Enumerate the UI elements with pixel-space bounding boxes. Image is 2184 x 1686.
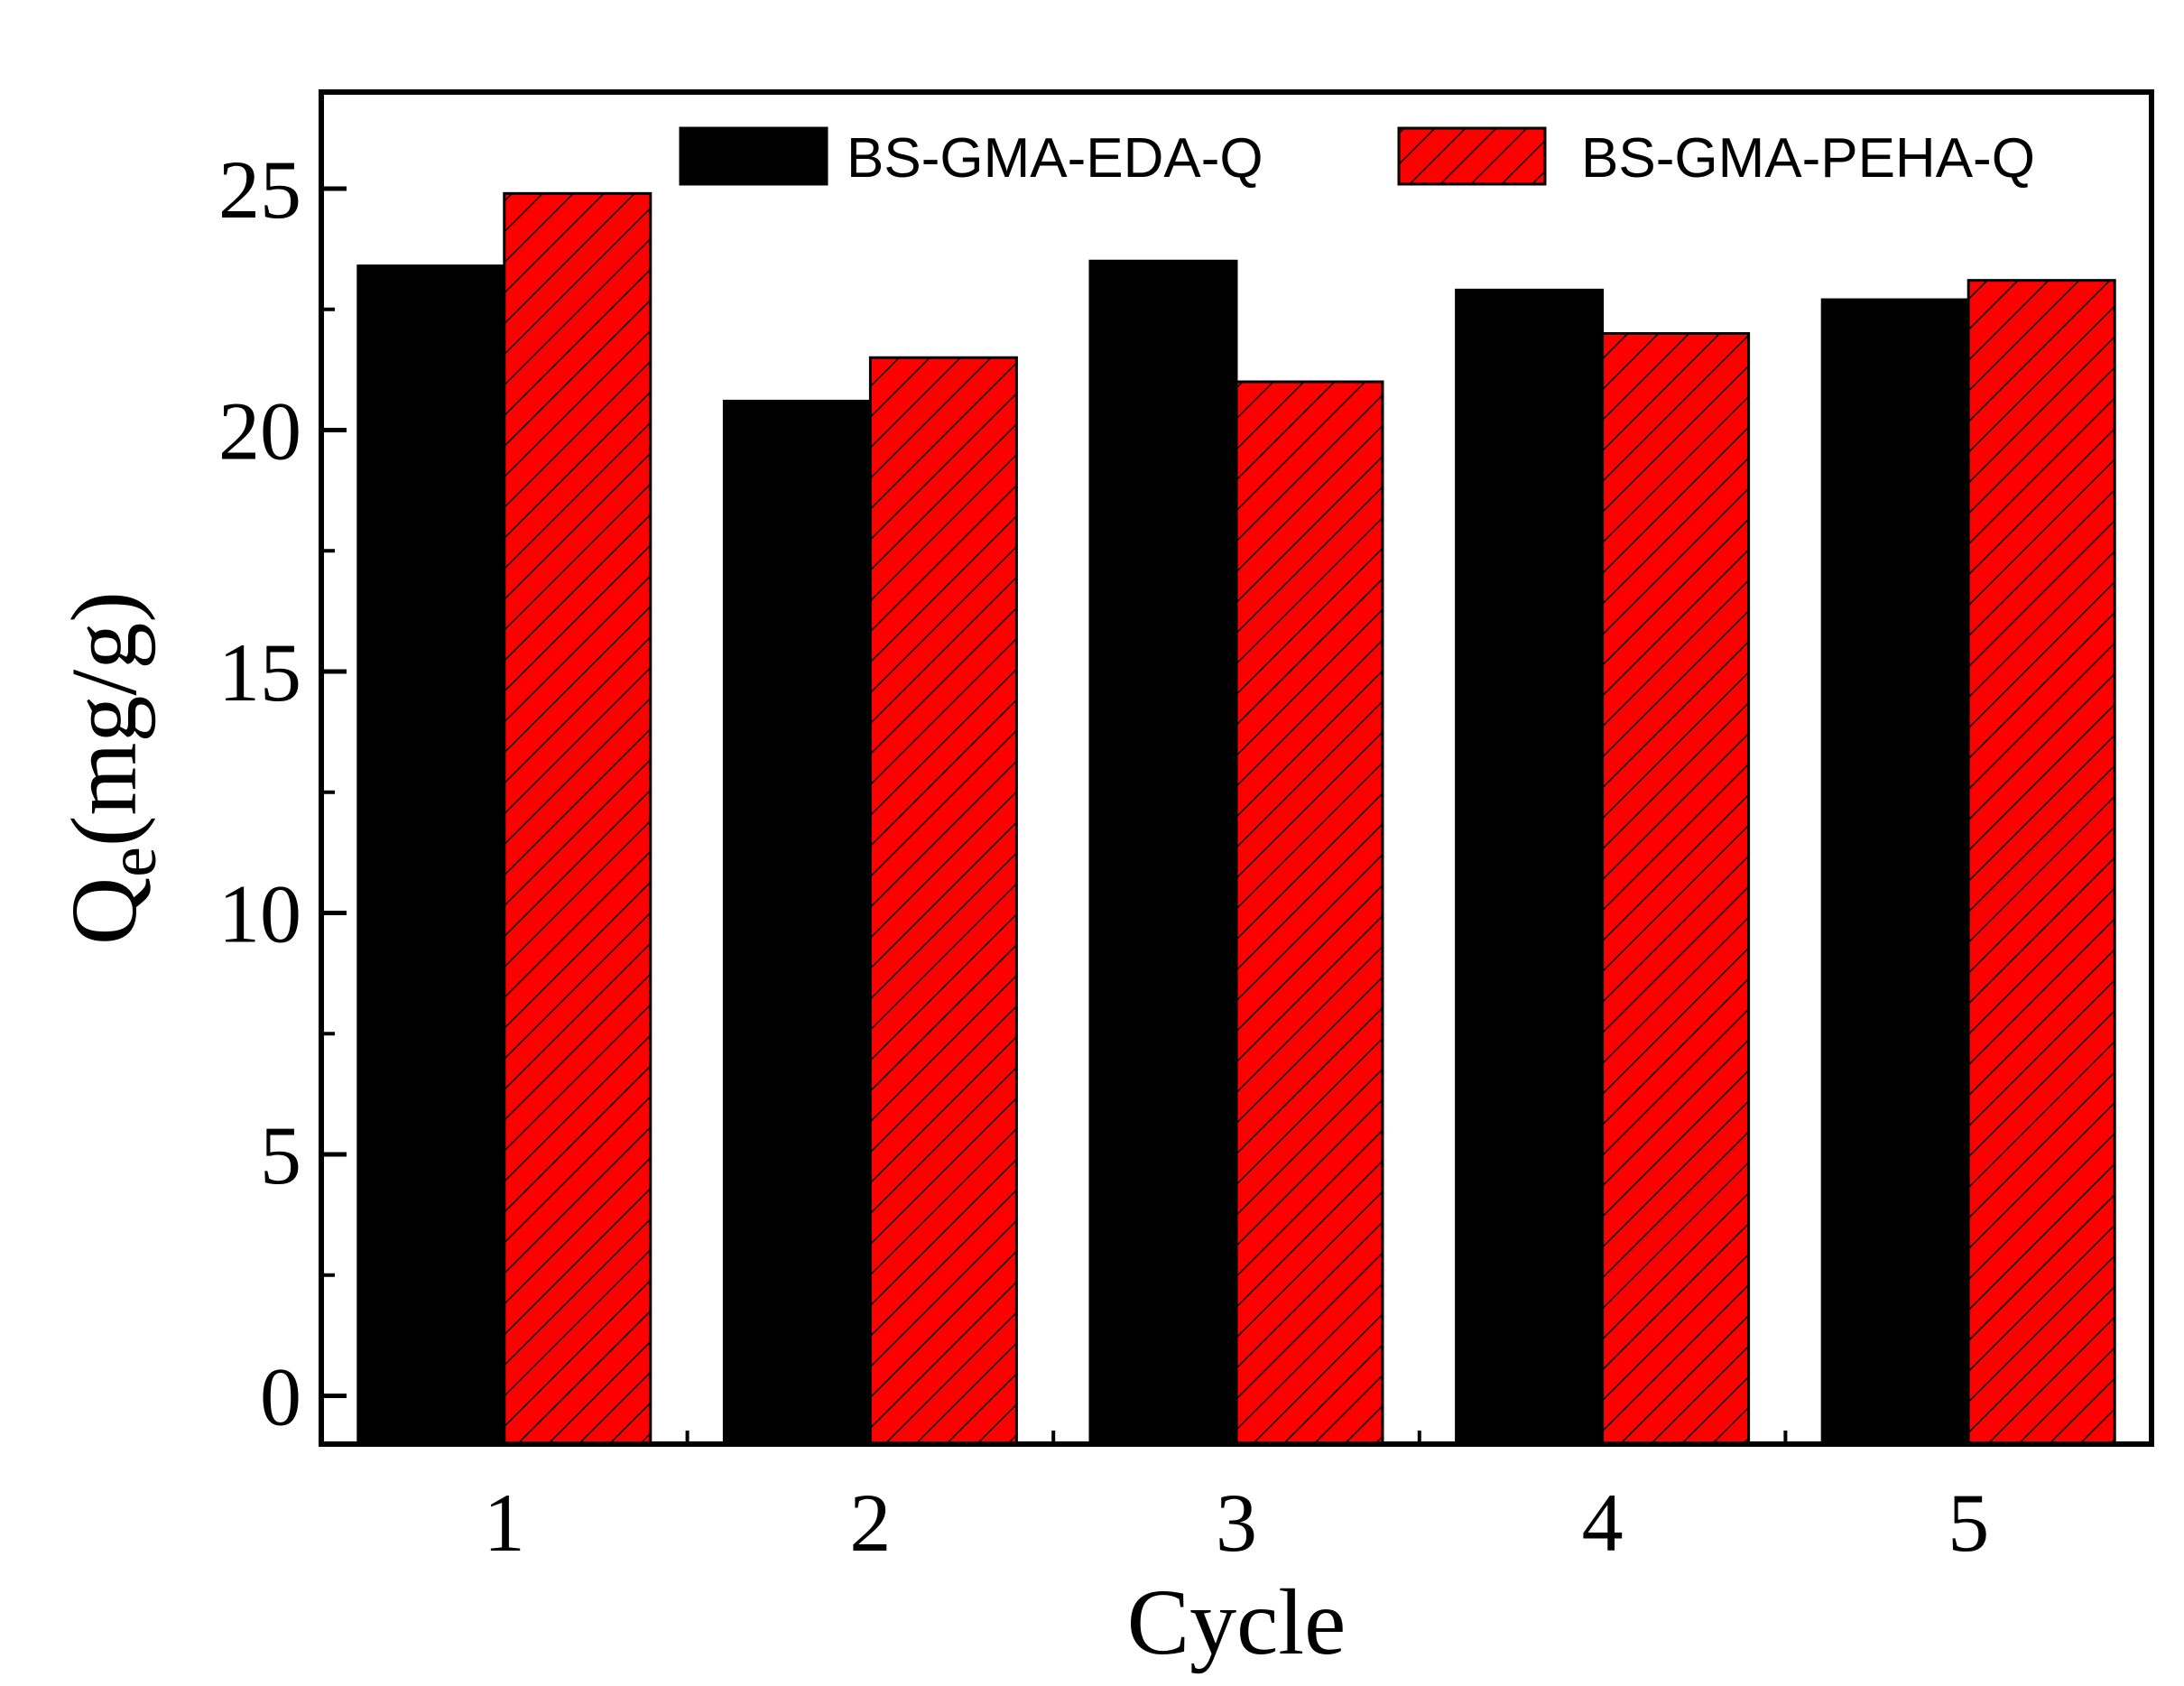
y-tick-label: 10	[218, 868, 301, 960]
bar-bs-gma-eda-q-cycle-3	[1088, 259, 1238, 1446]
legend-swatch-bs-gma-peha-q	[1397, 126, 1547, 186]
bar-bs-gma-peha-q-cycle-3	[1235, 380, 1384, 1446]
bar-bs-gma-eda-q-cycle-2	[722, 399, 872, 1446]
legend-label-bs-gma-eda-q: BS-GMA-EDA-Q	[847, 127, 1263, 190]
x-tick-label-1: 1	[484, 1477, 525, 1569]
plot-frame	[319, 89, 2154, 1447]
legend-label-bs-gma-peha-q: BS-GMA-PEHA-Q	[1581, 127, 2035, 190]
y-tick-label: 20	[218, 385, 301, 477]
x-tick-label-2: 2	[849, 1477, 891, 1569]
axes-group: 0 5 10 15 20 25 1 2 3 4 5	[218, 89, 2154, 1569]
bar-bs-gma-eda-q-cycle-1	[356, 264, 506, 1446]
x-tick-label-3: 3	[1216, 1477, 1257, 1569]
legend: BS-GMA-EDA-Q BS-GMA-PEHA-Q	[679, 126, 2035, 190]
bar-bs-gma-eda-q-cycle-4	[1455, 288, 1605, 1446]
y-tick-label: 15	[218, 626, 301, 718]
bar-bs-gma-peha-q-cycle-5	[1967, 279, 2116, 1446]
y-tick-label: 0	[260, 1351, 301, 1443]
bar-bs-gma-eda-q-cycle-5	[1820, 298, 1970, 1446]
axis-labels: Cycle Qe(mg/g)	[52, 591, 1346, 1674]
bar-bs-gma-peha-q-cycle-4	[1601, 332, 1751, 1446]
x-tick-label-4: 4	[1582, 1477, 1624, 1569]
y-tick-label: 25	[218, 144, 301, 236]
x-tick-label-5: 5	[1948, 1477, 1989, 1569]
bar-bs-gma-peha-q-cycle-2	[868, 356, 1018, 1446]
bars-group	[356, 191, 2116, 1446]
bar-bs-gma-peha-q-cycle-1	[503, 191, 652, 1446]
y-axis-title: Qe(mg/g)	[52, 591, 171, 945]
y-tick-label: 5	[260, 1109, 301, 1201]
legend-swatch-bs-gma-eda-q	[679, 126, 828, 186]
x-axis-title: Cycle	[1127, 1570, 1346, 1674]
